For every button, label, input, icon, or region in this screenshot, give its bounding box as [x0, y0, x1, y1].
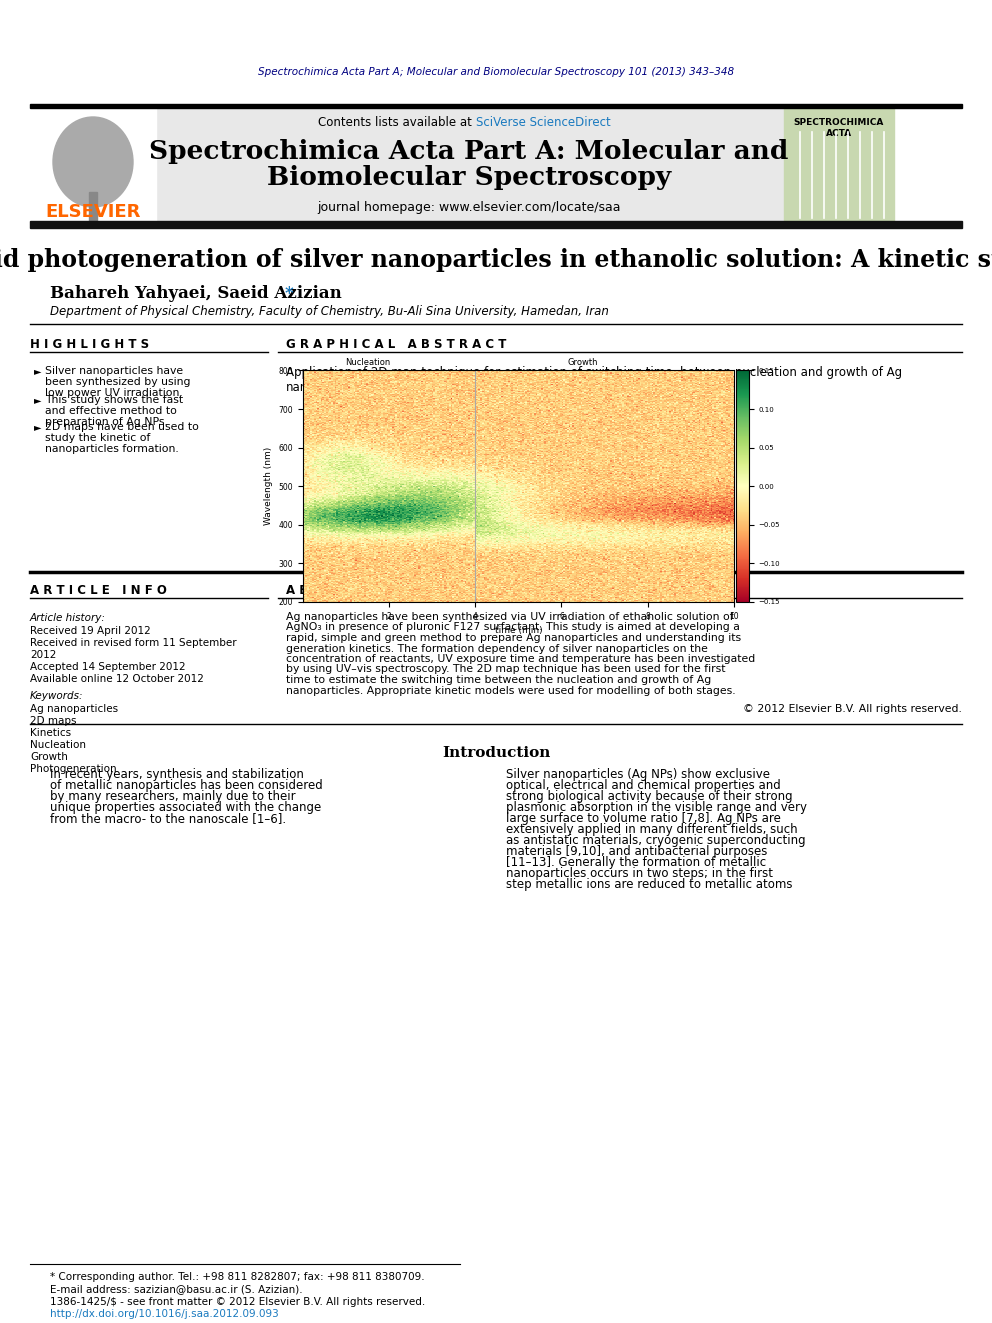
Text: © 2012 Elsevier B.V. All rights reserved.: © 2012 Elsevier B.V. All rights reserved…	[743, 704, 962, 714]
Text: H I G H L I G H T S: H I G H L I G H T S	[30, 337, 149, 351]
Text: by many researchers, mainly due to their: by many researchers, mainly due to their	[50, 790, 296, 803]
Text: Available online 12 October 2012: Available online 12 October 2012	[30, 673, 204, 684]
Text: Silver nanoparticles have: Silver nanoparticles have	[45, 366, 184, 376]
Text: Accepted 14 September 2012: Accepted 14 September 2012	[30, 662, 186, 672]
Text: Kinetics: Kinetics	[30, 728, 71, 738]
Text: Growth: Growth	[567, 357, 598, 366]
Text: * Corresponding author. Tel.: +98 811 8282807; fax: +98 811 8380709.: * Corresponding author. Tel.: +98 811 82…	[50, 1271, 425, 1282]
Text: generation kinetics. The formation dependency of silver nanoparticles on the: generation kinetics. The formation depen…	[286, 643, 708, 654]
Text: A B S T R A C T: A B S T R A C T	[286, 583, 385, 597]
Text: http://dx.doi.org/10.1016/j.saa.2012.09.093: http://dx.doi.org/10.1016/j.saa.2012.09.…	[50, 1308, 279, 1319]
Text: extensively applied in many different fields, such: extensively applied in many different fi…	[506, 823, 798, 836]
Text: Spectrochimica Acta Part A; Molecular and Biomolecular Spectroscopy 101 (2013) 3: Spectrochimica Acta Part A; Molecular an…	[258, 67, 734, 77]
Text: study the kinetic of: study the kinetic of	[45, 433, 151, 443]
Text: journal homepage: www.elsevier.com/locate/saa: journal homepage: www.elsevier.com/locat…	[317, 201, 621, 213]
Text: Received 19 April 2012: Received 19 April 2012	[30, 626, 151, 636]
Text: AgNO₃ in presence of pluronic F127 surfactant. This study is aimed at developing: AgNO₃ in presence of pluronic F127 surfa…	[286, 623, 740, 632]
Bar	[30, 106, 156, 222]
Text: low power UV irradiation.: low power UV irradiation.	[45, 388, 183, 398]
Text: nanoparticles. Appropriate kinetic models were used for modelling of both stages: nanoparticles. Appropriate kinetic model…	[286, 685, 736, 696]
Text: 2D maps: 2D maps	[30, 716, 76, 726]
Bar	[784, 106, 894, 222]
Bar	[155, 106, 783, 222]
Text: rapid, simple and green method to prepare Ag nanoparticles and understanding its: rapid, simple and green method to prepar…	[286, 632, 741, 643]
Text: Bahareh Yahyaei, Saeid Azizian: Bahareh Yahyaei, Saeid Azizian	[50, 284, 347, 302]
Text: ELSEVIER: ELSEVIER	[46, 202, 141, 221]
Text: unique properties associated with the change: unique properties associated with the ch…	[50, 800, 321, 814]
Text: materials [9,10], and antibacterial purposes: materials [9,10], and antibacterial purp…	[506, 845, 768, 859]
Y-axis label: Wavelength (nm): Wavelength (nm)	[264, 447, 273, 525]
Text: A R T I C L E   I N F O: A R T I C L E I N F O	[30, 583, 167, 597]
Text: Biomolecular Spectroscopy: Biomolecular Spectroscopy	[267, 165, 671, 191]
X-axis label: time (min): time (min)	[494, 626, 543, 635]
Text: by using UV–vis spectroscopy. The 2D map technique has been used for the first: by using UV–vis spectroscopy. The 2D map…	[286, 664, 725, 675]
Text: Introduction: Introduction	[441, 746, 551, 759]
Text: as antistatic materials, cryogenic superconducting: as antistatic materials, cryogenic super…	[506, 833, 806, 847]
Text: Rapid photogeneration of silver nanoparticles in ethanolic solution: A kinetic s: Rapid photogeneration of silver nanopart…	[0, 247, 992, 273]
Ellipse shape	[53, 116, 133, 206]
Text: Application of 2D map technique for estimation of switching time, between nuclea: Application of 2D map technique for esti…	[286, 366, 902, 394]
Text: ►: ►	[34, 366, 42, 376]
Text: large surface to volume ratio [7,8]. Ag NPs are: large surface to volume ratio [7,8]. Ag …	[506, 812, 781, 826]
Text: ►: ►	[34, 396, 42, 405]
Text: E-mail address: sazizian@basu.ac.ir (S. Azizian).: E-mail address: sazizian@basu.ac.ir (S. …	[50, 1285, 303, 1294]
Text: preparation of Ag NPs.: preparation of Ag NPs.	[45, 417, 168, 427]
Text: time to estimate the switching time between the nucleation and growth of Ag: time to estimate the switching time betw…	[286, 675, 711, 685]
Text: and effective method to: and effective method to	[45, 406, 177, 415]
Text: concentration of reactants, UV exposure time and temperature has been investigat: concentration of reactants, UV exposure …	[286, 654, 755, 664]
Text: strong biological activity because of their strong: strong biological activity because of th…	[506, 790, 793, 803]
Text: nanoparticles occurs in two steps; in the first: nanoparticles occurs in two steps; in th…	[506, 867, 773, 880]
Text: Received in revised form 11 September: Received in revised form 11 September	[30, 638, 237, 648]
Text: In recent years, synthesis and stabilization: In recent years, synthesis and stabiliza…	[50, 767, 304, 781]
Text: of metallic nanoparticles has been considered: of metallic nanoparticles has been consi…	[50, 779, 322, 792]
Text: Nucleation: Nucleation	[30, 740, 86, 750]
Text: Silver nanoparticles (Ag NPs) show exclusive: Silver nanoparticles (Ag NPs) show exclu…	[506, 767, 770, 781]
Text: 2012: 2012	[30, 650, 57, 660]
Bar	[30, 221, 962, 228]
Text: SPECTROCHIMICA
ACTA: SPECTROCHIMICA ACTA	[794, 118, 884, 138]
Text: ►: ►	[34, 422, 42, 433]
Text: Growth: Growth	[30, 751, 67, 762]
Bar	[89, 192, 97, 222]
Text: SciVerse ScienceDirect: SciVerse ScienceDirect	[476, 115, 611, 128]
Text: plasmonic absorption in the visible range and very: plasmonic absorption in the visible rang…	[506, 800, 807, 814]
Text: Photogeneration: Photogeneration	[30, 763, 117, 774]
Text: step metallic ions are reduced to metallic atoms: step metallic ions are reduced to metall…	[506, 878, 793, 890]
Text: G R A P H I C A L   A B S T R A C T: G R A P H I C A L A B S T R A C T	[286, 337, 506, 351]
Bar	[30, 105, 962, 108]
Text: Ag nanoparticles have been synthesized via UV irradiation of ethanolic solution : Ag nanoparticles have been synthesized v…	[286, 613, 734, 622]
Text: optical, electrical and chemical properties and: optical, electrical and chemical propert…	[506, 779, 781, 792]
Text: Spectrochimica Acta Part A: Molecular and: Spectrochimica Acta Part A: Molecular an…	[150, 139, 789, 164]
Text: [11–13]. Generally the formation of metallic: [11–13]. Generally the formation of meta…	[506, 856, 766, 869]
Text: Article history:: Article history:	[30, 613, 106, 623]
Text: been synthesized by using: been synthesized by using	[45, 377, 190, 388]
Text: Ag nanoparticles: Ag nanoparticles	[30, 704, 118, 714]
Text: 1386-1425/$ - see front matter © 2012 Elsevier B.V. All rights reserved.: 1386-1425/$ - see front matter © 2012 El…	[50, 1297, 426, 1307]
Text: Department of Physical Chemistry, Faculty of Chemistry, Bu-Ali Sina University, : Department of Physical Chemistry, Facult…	[50, 304, 609, 318]
Text: 2D maps have been used to: 2D maps have been used to	[45, 422, 198, 433]
Text: Contents lists available at: Contents lists available at	[318, 115, 476, 128]
Text: Keywords:: Keywords:	[30, 691, 83, 701]
Text: Nucleation: Nucleation	[344, 357, 390, 366]
Text: *: *	[285, 284, 294, 302]
Text: This study shows the fast: This study shows the fast	[45, 396, 184, 405]
Text: from the macro- to the nanoscale [1–6].: from the macro- to the nanoscale [1–6].	[50, 812, 286, 826]
Text: nanoparticles formation.: nanoparticles formation.	[45, 445, 179, 454]
